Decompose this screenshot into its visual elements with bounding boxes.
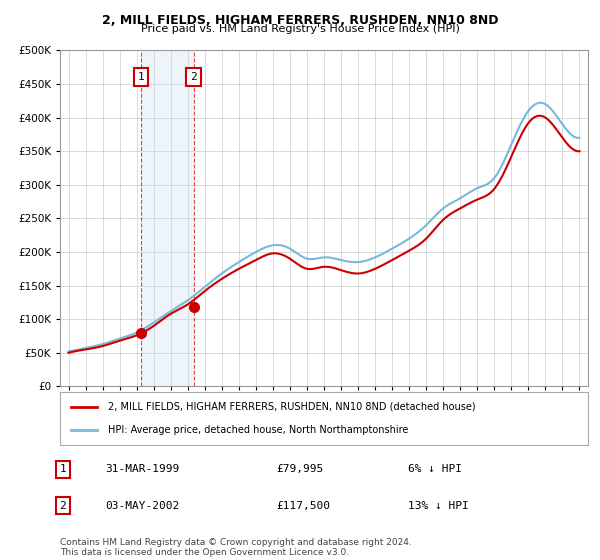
Text: 2, MILL FIELDS, HIGHAM FERRERS, RUSHDEN, NN10 8ND: 2, MILL FIELDS, HIGHAM FERRERS, RUSHDEN,… [102, 14, 498, 27]
Text: 1: 1 [59, 464, 67, 474]
Text: 31-MAR-1999: 31-MAR-1999 [105, 464, 179, 474]
Text: Contains HM Land Registry data © Crown copyright and database right 2024.
This d: Contains HM Land Registry data © Crown c… [60, 538, 412, 557]
Text: 03-MAY-2002: 03-MAY-2002 [105, 501, 179, 511]
Text: 6% ↓ HPI: 6% ↓ HPI [408, 464, 462, 474]
Text: 1: 1 [137, 72, 144, 82]
Text: 13% ↓ HPI: 13% ↓ HPI [408, 501, 469, 511]
Text: 2, MILL FIELDS, HIGHAM FERRERS, RUSHDEN, NN10 8ND (detached house): 2, MILL FIELDS, HIGHAM FERRERS, RUSHDEN,… [107, 402, 475, 412]
Text: Price paid vs. HM Land Registry's House Price Index (HPI): Price paid vs. HM Land Registry's House … [140, 24, 460, 34]
Text: 2: 2 [190, 72, 197, 82]
Bar [141, 50, 194, 386]
Text: £79,995: £79,995 [276, 464, 323, 474]
Text: 2: 2 [59, 501, 67, 511]
Text: HPI: Average price, detached house, North Northamptonshire: HPI: Average price, detached house, Nort… [107, 425, 408, 435]
Text: £117,500: £117,500 [276, 501, 330, 511]
